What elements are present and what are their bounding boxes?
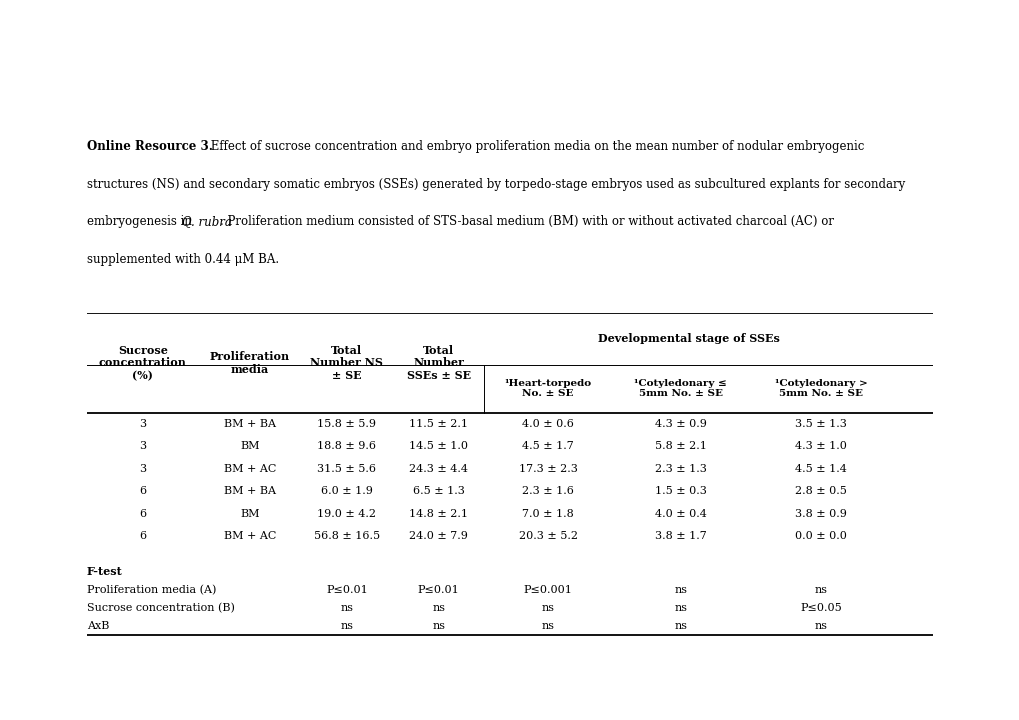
Text: 6: 6 xyxy=(140,531,146,541)
Text: BM + BA: BM + BA xyxy=(224,419,275,429)
Text: Q. rubra: Q. rubra xyxy=(181,215,231,228)
Text: BM + AC: BM + AC xyxy=(223,531,276,541)
Text: Sucrose concentration (B): Sucrose concentration (B) xyxy=(87,603,234,613)
Text: 14.8 ± 2.1: 14.8 ± 2.1 xyxy=(409,509,468,519)
Text: 4.5 ± 1.4: 4.5 ± 1.4 xyxy=(795,464,846,474)
Text: 6.0 ± 1.9: 6.0 ± 1.9 xyxy=(321,487,372,496)
Text: BM: BM xyxy=(239,509,260,519)
Text: Total
Number NS
± SE: Total Number NS ± SE xyxy=(310,345,383,381)
Text: 7.0 ± 1.8: 7.0 ± 1.8 xyxy=(522,509,574,519)
Text: 15.8 ± 5.9: 15.8 ± 5.9 xyxy=(317,419,376,429)
Text: 6: 6 xyxy=(140,487,146,496)
Text: ns: ns xyxy=(432,603,444,613)
Text: BM: BM xyxy=(239,441,260,451)
Text: ns: ns xyxy=(674,603,687,613)
Text: 24.0 ± 7.9: 24.0 ± 7.9 xyxy=(409,531,468,541)
Text: 2.3 ± 1.6: 2.3 ± 1.6 xyxy=(522,487,574,496)
Text: 2.3 ± 1.3: 2.3 ± 1.3 xyxy=(654,464,706,474)
Text: ns: ns xyxy=(340,621,353,631)
Text: . Proliferation medium consisted of STS-basal medium (BM) with or without activa: . Proliferation medium consisted of STS-… xyxy=(220,215,834,228)
Text: 20.3 ± 5.2: 20.3 ± 5.2 xyxy=(519,531,577,541)
Text: BM + BA: BM + BA xyxy=(224,487,275,496)
Text: 3: 3 xyxy=(140,464,146,474)
Text: Total
Number
SSEs ± SE: Total Number SSEs ± SE xyxy=(407,345,470,381)
Text: P≤0.001: P≤0.001 xyxy=(524,585,572,595)
Text: 4.0 ± 0.6: 4.0 ± 0.6 xyxy=(522,419,574,429)
Text: 6: 6 xyxy=(140,509,146,519)
Text: ns: ns xyxy=(674,585,687,595)
Text: 4.3 ± 1.0: 4.3 ± 1.0 xyxy=(795,441,846,451)
Text: 19.0 ± 4.2: 19.0 ± 4.2 xyxy=(317,509,376,519)
Text: 14.5 ± 1.0: 14.5 ± 1.0 xyxy=(409,441,468,451)
Text: P≤0.01: P≤0.01 xyxy=(326,585,367,595)
Text: ¹Cotyledonary ≤
5mm No. ± SE: ¹Cotyledonary ≤ 5mm No. ± SE xyxy=(634,379,727,398)
Text: ns: ns xyxy=(541,621,554,631)
Text: ¹Cotyledonary >
5mm No. ± SE: ¹Cotyledonary > 5mm No. ± SE xyxy=(774,379,866,398)
Text: 3.5 ± 1.3: 3.5 ± 1.3 xyxy=(795,419,846,429)
Text: 4.5 ± 1.7: 4.5 ± 1.7 xyxy=(522,441,574,451)
Text: Developmental stage of SSEs: Developmental stage of SSEs xyxy=(597,333,779,344)
Text: 3.8 ± 1.7: 3.8 ± 1.7 xyxy=(654,531,706,541)
Text: embryogenesis in: embryogenesis in xyxy=(87,215,195,228)
Text: ns: ns xyxy=(432,621,444,631)
Text: 18.8 ± 9.6: 18.8 ± 9.6 xyxy=(317,441,376,451)
Text: ns: ns xyxy=(814,585,826,595)
Text: 11.5 ± 2.1: 11.5 ± 2.1 xyxy=(409,419,468,429)
Text: 1.5 ± 0.3: 1.5 ± 0.3 xyxy=(654,487,706,496)
Text: 31.5 ± 5.6: 31.5 ± 5.6 xyxy=(317,464,376,474)
Text: Sucrose
concentration
(%): Sucrose concentration (%) xyxy=(99,345,186,381)
Text: 5.8 ± 2.1: 5.8 ± 2.1 xyxy=(654,441,706,451)
Text: 24.3 ± 4.4: 24.3 ± 4.4 xyxy=(409,464,468,474)
Text: Online Resource 3.: Online Resource 3. xyxy=(87,140,212,153)
Text: 4.0 ± 0.4: 4.0 ± 0.4 xyxy=(654,509,706,519)
Text: 3: 3 xyxy=(140,419,146,429)
Text: AxB: AxB xyxy=(87,621,109,631)
Text: structures (NS) and secondary somatic embryos (SSEs) generated by torpedo-stage : structures (NS) and secondary somatic em… xyxy=(87,178,904,191)
Text: F-test: F-test xyxy=(87,566,122,577)
Text: ns: ns xyxy=(814,621,826,631)
Text: 4.3 ± 0.9: 4.3 ± 0.9 xyxy=(654,419,706,429)
Text: ns: ns xyxy=(541,603,554,613)
Text: Proliferation
media: Proliferation media xyxy=(210,351,289,375)
Text: 0.0 ± 0.0: 0.0 ± 0.0 xyxy=(795,531,846,541)
Text: 2.8 ± 0.5: 2.8 ± 0.5 xyxy=(795,487,846,496)
Text: 17.3 ± 2.3: 17.3 ± 2.3 xyxy=(519,464,577,474)
Text: ns: ns xyxy=(340,603,353,613)
Text: 3: 3 xyxy=(140,441,146,451)
Text: P≤0.01: P≤0.01 xyxy=(418,585,459,595)
Text: BM + AC: BM + AC xyxy=(223,464,276,474)
Text: 3.8 ± 0.9: 3.8 ± 0.9 xyxy=(795,509,846,519)
Text: ns: ns xyxy=(674,621,687,631)
Text: 56.8 ± 16.5: 56.8 ± 16.5 xyxy=(314,531,379,541)
Text: ¹Heart-torpedo
No. ± SE: ¹Heart-torpedo No. ± SE xyxy=(504,379,591,398)
Text: Proliferation media (A): Proliferation media (A) xyxy=(87,585,216,595)
Text: supplemented with 0.44 μM BA.: supplemented with 0.44 μM BA. xyxy=(87,253,278,266)
Text: Effect of sucrose concentration and embryo proliferation media on the mean numbe: Effect of sucrose concentration and embr… xyxy=(207,140,863,153)
Text: 6.5 ± 1.3: 6.5 ± 1.3 xyxy=(413,487,464,496)
Text: P≤0.05: P≤0.05 xyxy=(800,603,841,613)
